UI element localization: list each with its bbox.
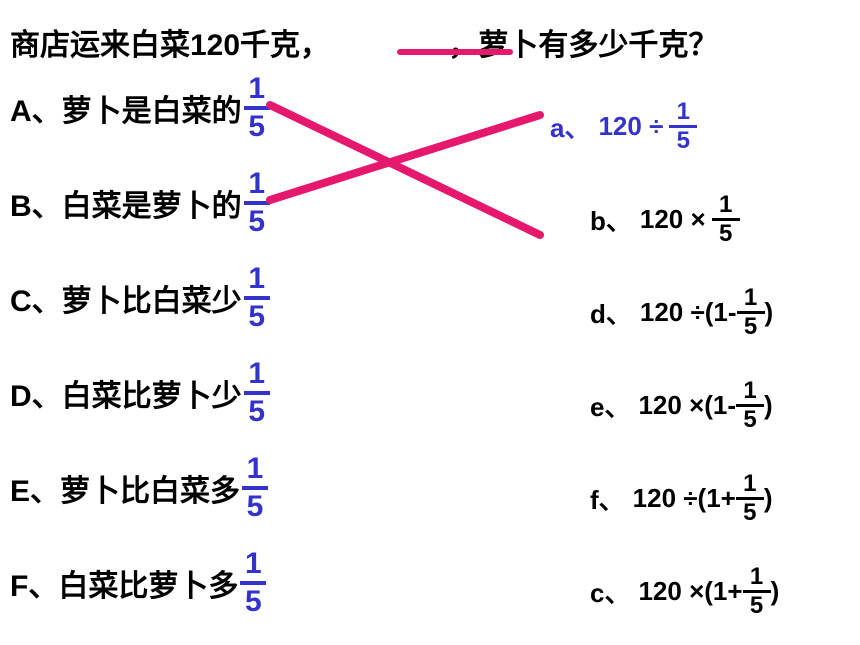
fraction-icon: 1 5 (244, 264, 270, 332)
right-option-d: d、 120 ÷(1- 1 5 ) (590, 266, 779, 359)
left-option-a: A、 萝卜是白菜的 1 5 (10, 60, 270, 155)
left-label: D、 (10, 371, 62, 415)
right-expr-after: ) (764, 390, 773, 421)
left-text: 白菜比萝卜多 (58, 561, 238, 605)
right-label: f、 (590, 480, 625, 517)
left-text: 白菜是萝卜的 (62, 181, 242, 225)
left-label: F、 (10, 561, 58, 605)
right-label: a、 (550, 108, 590, 145)
right-expr-before: 120 ÷(1- (640, 297, 737, 328)
fraction-icon: 1 5 (244, 169, 270, 237)
left-label: B、 (10, 181, 62, 225)
right-option-e: e、 120 ×(1- 1 5 ) (590, 359, 779, 452)
right-expr-before: 120 ÷(1+ (633, 483, 736, 514)
left-text: 萝卜是白菜的 (62, 86, 242, 130)
right-expr-before: 120 ÷ (598, 111, 663, 142)
fraction-icon: 1 5 (743, 565, 771, 618)
fraction-icon: 1 5 (712, 193, 740, 246)
right-expr-before: 120 ×(1+ (638, 576, 742, 607)
left-text: 萝卜比白菜多 (60, 466, 240, 510)
fraction-icon: 1 5 (240, 549, 266, 617)
right-option-c: c、 120 ×(1+ 1 5 ) (590, 545, 779, 638)
fraction-icon: 1 5 (244, 74, 270, 142)
left-option-c: C、 萝卜比白菜少 1 5 (10, 250, 270, 345)
right-label: b、 (590, 201, 632, 238)
connector-a-to-b (270, 105, 540, 235)
left-label: A、 (10, 86, 62, 130)
right-option-a: a、 120 ÷ 1 5 (550, 80, 779, 173)
fraction-icon: 1 5 (736, 379, 764, 432)
question-part1: 商店运来白菜120千克， (10, 29, 330, 62)
right-expr-after: ) (765, 297, 774, 328)
left-label: C、 (10, 276, 62, 320)
question-line: 商店运来白菜120千克， ，萝卜有多少千克？ (10, 20, 718, 64)
right-option-b: b、 120 × 1 5 (590, 173, 779, 266)
fraction-icon: 1 5 (737, 286, 765, 339)
left-text: 萝卜比白菜少 (62, 276, 242, 320)
left-option-d: D、 白菜比萝卜少 1 5 (10, 345, 270, 440)
right-expr-before: 120 × (640, 204, 706, 235)
left-options-container: A、 萝卜是白菜的 1 5 B、 白菜是萝卜的 1 5 C、 萝卜比白菜少 1 … (10, 60, 270, 630)
left-option-f: F、 白菜比萝卜多 1 5 (10, 535, 270, 630)
right-label: e、 (590, 387, 630, 424)
fraction-icon: 1 5 (244, 359, 270, 427)
left-label: E、 (10, 466, 60, 510)
left-text: 白菜比萝卜少 (62, 371, 242, 415)
fraction-icon: 1 5 (669, 100, 697, 153)
right-expr-after: ) (771, 576, 780, 607)
right-option-f: f、 120 ÷(1+ 1 5 ) (590, 452, 779, 545)
question-part2: ，萝卜有多少千克？ (448, 29, 718, 62)
right-options-container: a、 120 ÷ 1 5 b、 120 × 1 5 d、 120 ÷(1- 1 … (550, 80, 779, 638)
connector-b-to-a (270, 115, 540, 200)
fraction-icon: 1 5 (736, 472, 764, 525)
right-label: d、 (590, 294, 632, 331)
left-option-b: B、 白菜是萝卜的 1 5 (10, 155, 270, 250)
right-expr-after: ) (764, 483, 773, 514)
right-expr-before: 120 ×(1- (638, 390, 736, 421)
right-label: c、 (590, 573, 630, 610)
fraction-icon: 1 5 (242, 454, 268, 522)
left-option-e: E、 萝卜比白菜多 1 5 (10, 440, 270, 535)
